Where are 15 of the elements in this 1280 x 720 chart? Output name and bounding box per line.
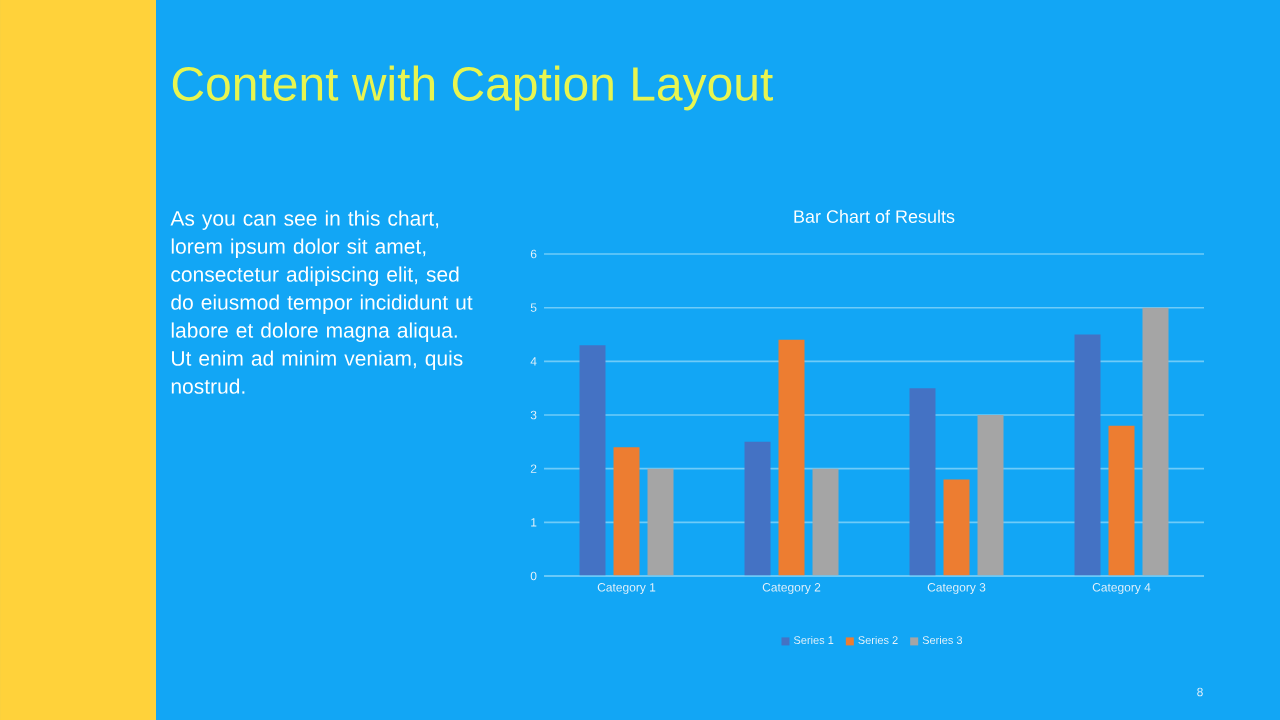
bar bbox=[579, 345, 606, 576]
bar bbox=[647, 468, 674, 576]
bar bbox=[1074, 334, 1101, 576]
text: As you can see in this chart, lorem ipsum dolor sit amet, consectetur adipiscing elit, sed do eiusmod tempor incididunt ut labore et dolore magna aliqua. Ut enim ad minim veniam, quis nostrud. bbox=[170, 210, 473, 394]
bar bbox=[1108, 425, 1135, 576]
bar bbox=[977, 415, 1004, 576]
chart-title: Bar Chart of Results bbox=[794, 209, 955, 223]
bar bbox=[943, 479, 970, 576]
bar bbox=[778, 339, 805, 576]
bar bbox=[812, 468, 839, 576]
bar bbox=[744, 441, 771, 576]
text: Content with Caption Layout bbox=[172, 65, 773, 111]
bar bbox=[1142, 307, 1169, 576]
bar bbox=[613, 447, 640, 576]
bar bbox=[909, 388, 936, 576]
